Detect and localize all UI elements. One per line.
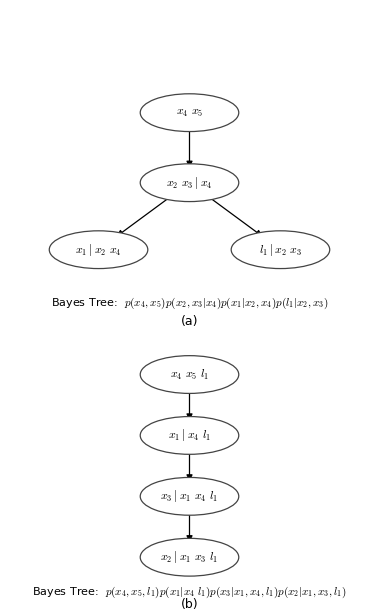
- Text: Bayes Tree:  $p(x_4,x_5)p(x_2,x_3|x_4)p(x_1|x_2,x_4)p(l_1|x_2,x_3)$: Bayes Tree: $p(x_4,x_5)p(x_2,x_3|x_4)p(x…: [51, 295, 328, 311]
- Ellipse shape: [140, 94, 239, 132]
- Ellipse shape: [140, 164, 239, 202]
- Ellipse shape: [140, 356, 239, 393]
- Ellipse shape: [140, 477, 239, 515]
- Text: $l_1 \mid x_2 \ x_3$: $l_1 \mid x_2 \ x_3$: [259, 242, 302, 258]
- Text: $x_4 \ x_5$: $x_4 \ x_5$: [176, 106, 203, 119]
- Text: $x_1 \mid x_2 \ x_4$: $x_1 \mid x_2 \ x_4$: [75, 242, 122, 258]
- Text: (a): (a): [181, 315, 198, 328]
- Ellipse shape: [49, 231, 148, 269]
- Ellipse shape: [140, 538, 239, 576]
- Text: $x_1 \mid x_4 \ l_1$: $x_1 \mid x_4 \ l_1$: [168, 428, 211, 443]
- Text: (b): (b): [181, 597, 198, 609]
- Ellipse shape: [231, 231, 330, 269]
- Text: Bayes Tree:  $p(x_4,x_5,l_1)p(x_1|x_4\ l_1)p(x_3|x_1,x_4,l_1)p(x_2|x_1,x_3,l_1)$: Bayes Tree: $p(x_4,x_5,l_1)p(x_1|x_4\ l_…: [32, 584, 347, 600]
- Ellipse shape: [140, 417, 239, 454]
- Text: $x_3 \mid x_1 \ x_4 \ l_1$: $x_3 \mid x_1 \ x_4 \ l_1$: [160, 488, 219, 504]
- Text: $x_2 \mid x_1 \ x_3 \ l_1$: $x_2 \mid x_1 \ x_3 \ l_1$: [160, 549, 219, 565]
- Text: $x_2 \ x_3 \mid x_4$: $x_2 \ x_3 \mid x_4$: [166, 175, 213, 191]
- Text: $x_4 \ x_5 \ l_1$: $x_4 \ x_5 \ l_1$: [170, 367, 209, 382]
